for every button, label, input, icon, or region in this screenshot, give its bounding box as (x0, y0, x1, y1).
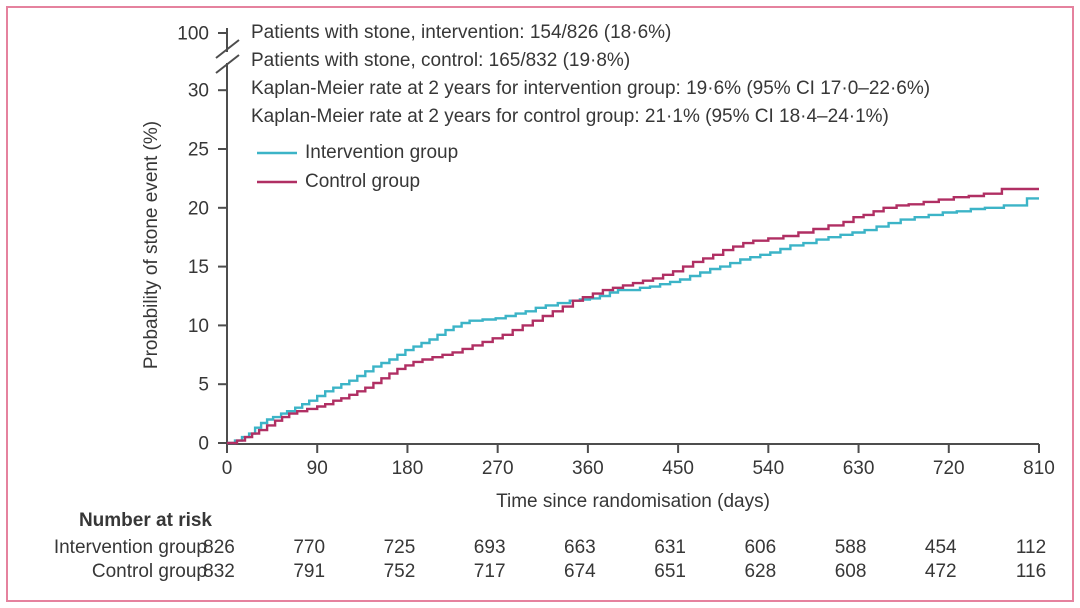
x-tick-label: 360 (572, 458, 604, 479)
x-tick-label: 0 (222, 458, 233, 479)
risk-value: 112 (1015, 537, 1047, 558)
x-axis-title: Time since randomisation (days) (496, 491, 770, 512)
y-tick-label: 15 (188, 257, 209, 278)
y-tick-label: 0 (198, 434, 209, 455)
risk-value: 832 (203, 561, 235, 582)
annotation-line: Patients with stone, intervention: 154/8… (251, 22, 672, 43)
risk-value: 693 (473, 537, 506, 558)
x-tick-label: 540 (752, 458, 784, 479)
y-tick-label: 25 (188, 140, 209, 161)
km-curve-control-group (227, 187, 1039, 445)
risk-value: 674 (564, 561, 596, 582)
risk-row-label-control: Control group (91, 561, 207, 582)
risk-value: 454 (924, 537, 957, 558)
risk-value: 631 (654, 537, 686, 558)
risk-value: 606 (744, 537, 777, 558)
x-tick-label: 720 (933, 458, 965, 479)
km-curve-intervention-group (227, 197, 1039, 445)
annotation-line: Kaplan-Meier rate at 2 years for interve… (251, 78, 931, 99)
risk-value: 826 (203, 537, 235, 558)
y-tick-label: 5 (198, 375, 209, 396)
annotation-line: Patients with stone, control: 165/832 (1… (251, 50, 631, 71)
annotation-line: Kaplan-Meier rate at 2 years for control… (251, 106, 889, 127)
y-tick-label: 30 (188, 81, 209, 102)
axis-break-slash (215, 54, 240, 74)
risk-value: 663 (564, 537, 596, 558)
risk-value: 752 (383, 561, 416, 582)
risk-value: 472 (924, 561, 957, 582)
risk-value: 791 (293, 561, 326, 582)
y-axis-title: Probability of stone event (%) (141, 120, 162, 370)
x-tick-label: 180 (392, 458, 424, 479)
x-tick-label: 450 (662, 458, 694, 479)
risk-value: 608 (834, 561, 867, 582)
risk-value: 725 (383, 537, 416, 558)
legend-label-control: Control group (305, 171, 421, 192)
x-tick-label: 630 (843, 458, 875, 479)
risk-value: 628 (744, 561, 777, 582)
number-at-risk-header: Number at risk (78, 510, 212, 531)
y-tick-label: 10 (188, 316, 209, 337)
x-tick-label: 90 (307, 458, 328, 479)
x-tick-label: 270 (482, 458, 514, 479)
y-tick-label: 20 (188, 198, 209, 219)
risk-value: 116 (1015, 561, 1047, 582)
risk-value: 588 (834, 537, 867, 558)
risk-row-label-intervention: Intervention group (53, 537, 207, 558)
risk-value: 770 (293, 537, 326, 558)
y-tick-label: 100 (177, 24, 209, 45)
risk-value: 717 (473, 561, 506, 582)
risk-value: 651 (654, 561, 686, 582)
x-tick-label: 810 (1023, 458, 1055, 479)
axis-break-slash (215, 39, 240, 59)
legend-label-intervention: Intervention group (305, 142, 459, 163)
